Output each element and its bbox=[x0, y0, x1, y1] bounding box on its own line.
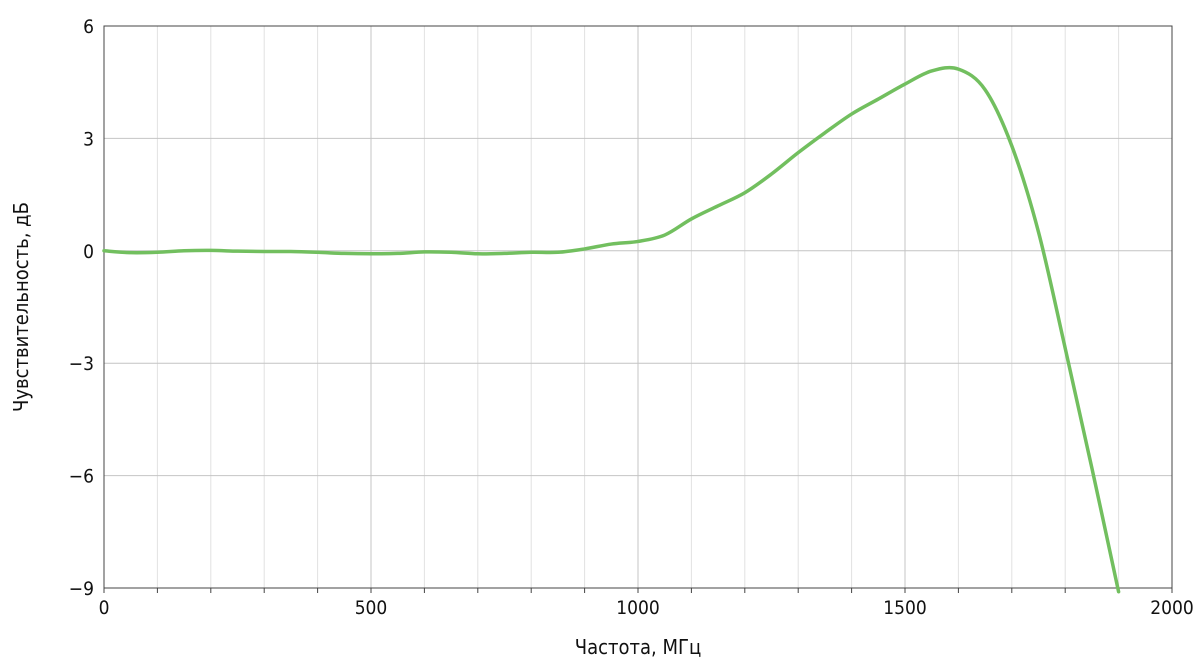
y-tick-label: 0 bbox=[83, 241, 94, 263]
series-line bbox=[102, 65, 1121, 594]
y-axis-title: Чувствительность, дБ bbox=[9, 202, 33, 412]
y-tick-label: −6 bbox=[69, 466, 94, 488]
y-tick-label: 3 bbox=[83, 128, 94, 150]
gridlines bbox=[103, 25, 1173, 589]
x-tick-label: 500 bbox=[355, 597, 388, 619]
x-axis-ticks: 0 500 1000 1500 2000 bbox=[99, 588, 1194, 619]
y-axis-ticks: 6 3 0 −3 −6 −9 bbox=[69, 16, 94, 600]
x-tick-label: 1500 bbox=[883, 597, 927, 619]
y-tick-label: −3 bbox=[69, 353, 94, 375]
series-layer bbox=[102, 65, 1121, 594]
x-tick-label: 1000 bbox=[616, 597, 660, 619]
x-tick-label: 2000 bbox=[1150, 597, 1194, 619]
x-tick-label: 0 bbox=[99, 597, 110, 619]
y-tick-label: 6 bbox=[83, 16, 94, 38]
x-axis-title: Частота, МГц bbox=[575, 635, 701, 659]
y-tick-label: −9 bbox=[69, 578, 94, 600]
